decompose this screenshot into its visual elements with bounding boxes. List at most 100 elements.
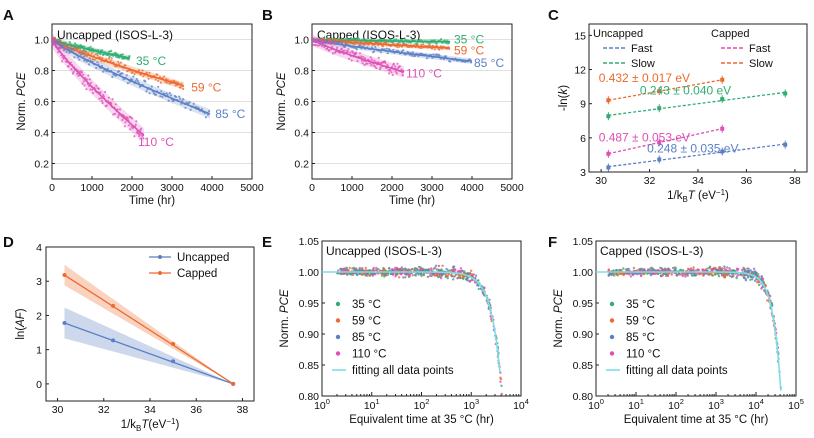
series-110c [310, 33, 405, 78]
data-point [669, 269, 672, 272]
data-point [710, 268, 713, 271]
data-point [369, 62, 372, 65]
data-point [377, 267, 380, 271]
x-tick-label: 5000 [500, 182, 524, 194]
data-point [179, 86, 182, 89]
data-point [128, 124, 131, 127]
x-tick-label: 38 [237, 404, 249, 416]
y-tick-label: 0.85 [299, 360, 320, 372]
fit-line [51, 38, 211, 115]
data-point [88, 63, 91, 66]
data-point [444, 55, 448, 58]
data-point [91, 91, 95, 95]
data-point [99, 91, 102, 94]
data-point [396, 46, 399, 49]
x-tick-label: 30 [595, 175, 607, 187]
data-point [660, 269, 664, 272]
activation-energy-label: 0.432 ± 0.017 eV [599, 71, 690, 85]
plot-frame [595, 240, 797, 397]
data-point [742, 276, 746, 280]
data-point [375, 266, 378, 270]
x-tick-label: 100 [314, 397, 330, 412]
data-point [640, 274, 643, 277]
panel-e: 100 101 102 103 104 0.80 0.85 0.90 0.95 1.00 1.05 E… [279, 236, 529, 426]
data-point [757, 275, 761, 278]
data-point [686, 267, 690, 271]
data-point [741, 274, 745, 278]
x-tick-label: 0 [49, 182, 55, 194]
data-point [374, 273, 377, 276]
x-tick-label: 103 [708, 397, 724, 412]
data-point [390, 71, 393, 74]
x-tick-label: 32 [98, 404, 110, 416]
x-tick-label: 3000 [160, 182, 184, 194]
panel-d: 30 32 34 36 38012341/kBT(eV−1)ln(AF)Uncapped… [15, 242, 255, 433]
data-point [720, 77, 725, 82]
data-point [371, 274, 374, 277]
data-point [182, 87, 185, 91]
data-point [88, 78, 91, 81]
y-axis-label: -ln(k) [558, 85, 570, 111]
data-point [447, 269, 450, 272]
data-point [100, 97, 103, 100]
data-point [684, 275, 687, 278]
y-tick-label: 12 [574, 65, 586, 77]
panel-letter-b: B [262, 7, 273, 24]
data-point [427, 268, 430, 271]
x-tick-label: 32 [644, 175, 656, 187]
data-point [499, 376, 502, 379]
data-point [83, 54, 87, 57]
y-tick-label: 1.05 [573, 236, 594, 248]
data-point [740, 268, 744, 272]
data-point [129, 128, 132, 131]
series-label: 59 °C [454, 43, 484, 57]
data-point [629, 275, 633, 278]
y-tick-label: 1.0 [34, 35, 49, 47]
data-point [744, 270, 747, 273]
x-tick-label: 4000 [460, 182, 484, 194]
data-point [154, 93, 158, 96]
data-point [50, 37, 54, 40]
data-point [189, 108, 192, 111]
data-point [72, 70, 75, 73]
data-point [168, 82, 171, 85]
legend-label: Slow [631, 58, 655, 70]
data-point [733, 269, 736, 272]
data-point [356, 273, 359, 277]
data-point [723, 265, 726, 268]
data-point [384, 41, 388, 44]
data-point [481, 292, 485, 295]
data-point [182, 98, 185, 101]
data-point [356, 59, 359, 63]
data-point [373, 50, 376, 53]
data-point [437, 264, 441, 268]
data-point [392, 48, 395, 51]
x-axis-label: 1/kBT(eV−1) [121, 417, 180, 433]
data-point [435, 264, 438, 267]
x-tick-label: 102 [414, 397, 430, 412]
data-point [752, 267, 756, 270]
data-point [647, 269, 650, 272]
data-point [334, 50, 337, 53]
series-label: 85 °C [215, 107, 245, 121]
data-point [93, 58, 96, 61]
data-point [760, 275, 763, 278]
x-tick-label: 101 [628, 397, 644, 412]
y-tick-label: 0.6 [34, 97, 49, 109]
data-point [373, 65, 377, 68]
data-point [649, 267, 652, 270]
data-point [97, 87, 100, 90]
data-point [751, 278, 754, 281]
data-point [674, 266, 677, 269]
legend-label: 110 °C [352, 349, 386, 361]
data-point [468, 272, 472, 275]
y-tick-label: 0.2 [294, 159, 309, 171]
data-point [671, 266, 675, 270]
y-tick-label: 4 [36, 242, 42, 254]
data-point [89, 81, 93, 84]
data-point [452, 278, 455, 281]
data-point [445, 275, 448, 278]
data-point [370, 58, 374, 61]
data-point [657, 140, 662, 145]
